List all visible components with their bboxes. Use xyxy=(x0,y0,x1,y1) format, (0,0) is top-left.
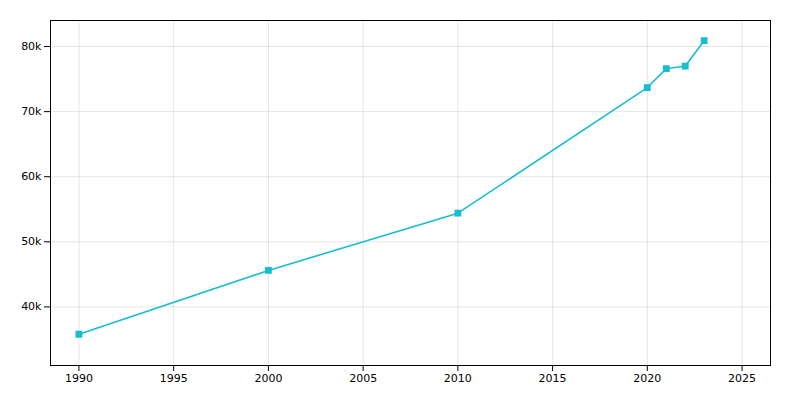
svg-text:60k: 60k xyxy=(21,170,42,183)
svg-text:2000: 2000 xyxy=(254,372,282,385)
svg-text:2005: 2005 xyxy=(349,372,377,385)
svg-text:50k: 50k xyxy=(21,235,42,248)
svg-text:2010: 2010 xyxy=(444,372,472,385)
svg-text:2020: 2020 xyxy=(633,372,661,385)
svg-text:1995: 1995 xyxy=(160,372,188,385)
svg-text:70k: 70k xyxy=(21,105,42,118)
svg-text:2015: 2015 xyxy=(539,372,567,385)
svg-text:2025: 2025 xyxy=(728,372,756,385)
svg-text:1990: 1990 xyxy=(65,372,93,385)
svg-text:80k: 80k xyxy=(21,40,42,53)
svg-text:40k: 40k xyxy=(21,300,42,313)
